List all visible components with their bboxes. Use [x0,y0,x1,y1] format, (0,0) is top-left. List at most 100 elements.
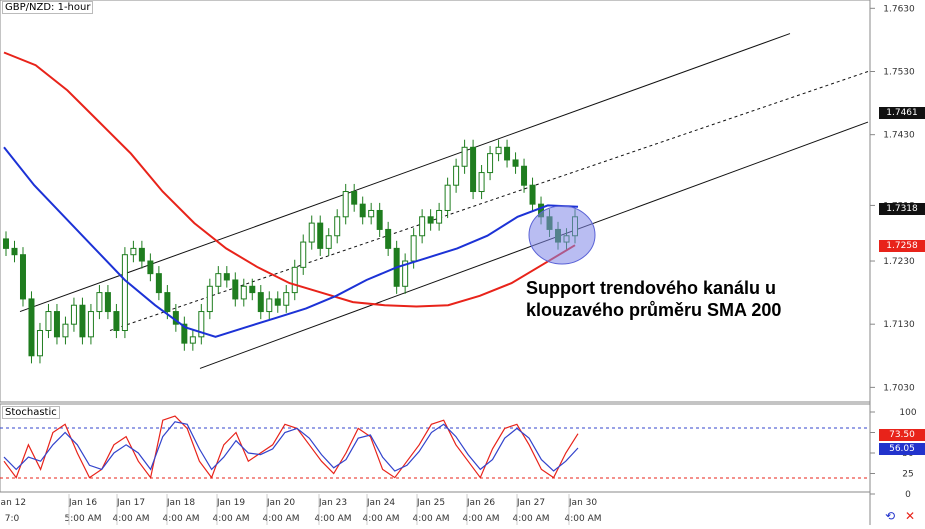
x-tick-time: 4:00 AM [315,514,352,524]
candle-body [436,209,443,224]
candle-body [53,311,60,338]
support-highlight-circle [528,205,596,265]
candle-body [240,285,247,300]
candle-body [385,228,392,249]
candle-body [36,330,43,357]
x-tick-time: 5:00 AM [65,514,102,524]
candle-body [113,311,120,332]
stoch-tick-label: 0 [905,490,911,500]
candle-body [45,311,52,332]
candle-body [198,311,205,338]
x-tick-time: 7:0 [5,514,20,524]
candle-body [266,298,273,313]
x-tick-time: 4:00 AM [363,514,400,524]
candle-body [104,292,111,313]
candle-body [427,216,434,224]
candle-body [181,323,188,344]
y-tick-label: 1.7230 [883,257,915,267]
candle-body [130,247,137,256]
pair-label: GBP/NZD: 1-hour [2,1,94,14]
candle-body [19,254,26,300]
stoch-k-line [3,415,579,480]
y-tick-label: 1.7530 [883,67,915,77]
candle-body [257,292,264,313]
candle-body [28,298,35,357]
x-tick-time: 4:00 AM [463,514,500,524]
sma-200-line [3,51,576,308]
candle-body [419,216,426,237]
candle-body [164,292,171,313]
price-tag-2: 1.7318 [879,203,925,215]
candle-body [529,184,536,205]
x-tick-date: Jan 27 [516,498,545,508]
candle-body [87,311,94,338]
y-tick-label: 1.7130 [883,320,915,330]
candle-body [215,273,222,287]
x-tick-time: 4:00 AM [213,514,250,524]
candle-body [478,172,485,193]
candle-body [444,184,451,211]
candle-body [308,222,315,243]
candle-body [495,146,502,155]
x-tick-date: Jan 18 [166,498,195,508]
candle-body [11,247,18,256]
price-tag-1: 1.7461 [879,107,925,119]
stoch-panel-frame [0,403,871,493]
candle-body [402,260,409,287]
sma-100-line [3,146,579,338]
x-tick-date: Jan 16 [68,498,97,508]
candle-body [504,146,511,161]
candle-body [96,292,103,313]
x-tick-time: 4:00 AM [413,514,450,524]
candle-body [317,222,324,249]
candle-body [291,266,298,294]
x-tick-time: 4:00 AM [113,514,150,524]
stoch-d-tag: 56.05 [879,443,925,455]
x-tick-date: Jan 17 [116,498,145,508]
support-annotation: Support trendového kanálu u klouzavého p… [526,277,826,321]
candle-body [453,165,460,186]
x-tick-date: Jan 24 [366,498,395,508]
x-tick-date: Jan 19 [216,498,245,508]
candle-body [189,336,196,344]
stoch-tick-label: 100 [899,408,916,418]
candle-body [325,235,332,249]
candle-body [232,279,239,300]
candle-body [283,292,290,306]
x-tick-time: 4:00 AM [263,514,300,524]
candle-body [334,216,341,237]
annotation-line-2: klouzavého průměru SMA 200 [526,300,782,320]
candle-body [274,298,281,306]
candle-body [368,209,375,218]
y-tick-label: 1.7430 [883,131,915,141]
candle-body [147,260,154,275]
candle-body [249,285,256,294]
x-tick-time: 4:00 AM [513,514,550,524]
stoch-label: Stochastic [2,406,60,419]
sync-icon[interactable]: ⟲ [885,509,896,523]
candle-body [461,146,468,167]
annotation-line-1: Support trendového kanálu u [526,278,777,298]
x-tick-date: Jan 12 [0,498,26,508]
candle-body [376,209,383,230]
x-tick-date: Jan 30 [568,498,597,508]
x-tick-date: Jan 23 [318,498,347,508]
candle-body [3,238,9,249]
candle-body [521,165,528,186]
candle-body [342,191,349,218]
stoch-k-tag: 73.50 [879,429,925,441]
x-tick-date: Jan 25 [416,498,445,508]
candle-body [512,159,519,167]
candle-body [138,247,145,262]
price-tag-3: 1.7258 [879,240,925,252]
candle-body [121,254,128,332]
candle-body [206,285,213,313]
candle-body [487,153,494,174]
stoch-tick-label: 25 [902,470,913,480]
x-tick-date: Jan 26 [466,498,495,508]
candle-body [79,304,86,338]
close-icon[interactable]: ✕ [905,509,916,523]
x-tick-time: 4:00 AM [565,514,602,524]
x-tick-time: 4:00 AM [163,514,200,524]
